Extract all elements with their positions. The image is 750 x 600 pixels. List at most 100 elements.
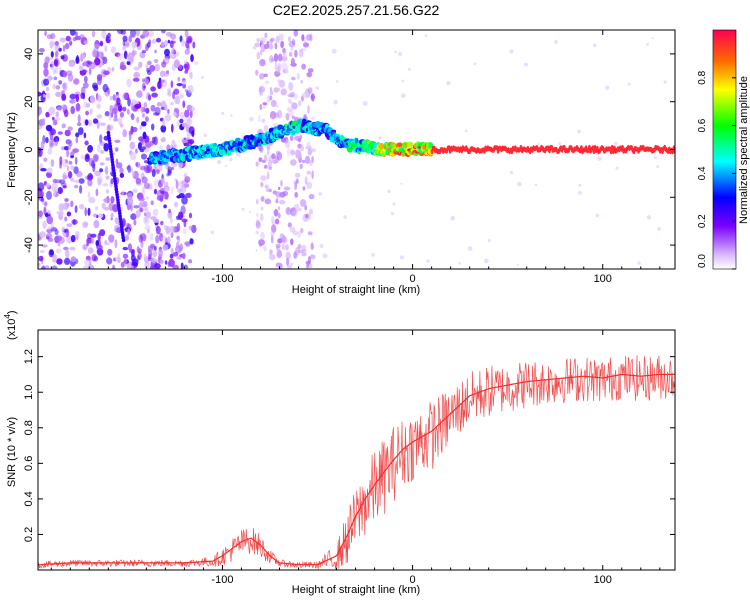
spectrogram-cell (69, 246, 76, 251)
spectrogram-cell (297, 243, 302, 250)
spectrogram-cell (446, 80, 451, 86)
spectrogram-cell (121, 233, 125, 237)
spectrogram-cell (144, 225, 151, 231)
spectrogram-cell (268, 43, 274, 50)
spectrogram-cell (159, 79, 165, 83)
spectrogram-cell (42, 220, 47, 229)
spectrogram-cell (42, 93, 46, 98)
spectrogram-cell (64, 216, 68, 222)
spectrogram-cell (176, 83, 183, 87)
spectrogram-cell (140, 106, 144, 114)
spectrogram-cell (111, 66, 115, 72)
spectrogram-cell (301, 63, 306, 70)
spectrogram-cell (170, 217, 173, 224)
spectrogram-cell (119, 219, 123, 224)
spectrogram-cell (259, 103, 263, 111)
spectrogram-cell (154, 63, 160, 72)
spectrogram-cell (66, 223, 73, 228)
spectrogram-cell (178, 243, 184, 252)
spectrogram-cell (305, 155, 310, 164)
spectrogram-cell (84, 259, 90, 266)
spectrogram-cell (45, 182, 51, 188)
spectrogram-cell (47, 148, 53, 155)
spectrogram-cell (271, 224, 277, 234)
spectrogram-cell (304, 213, 309, 219)
spectrogram-cell (62, 44, 66, 52)
spectrogram-cell (266, 150, 270, 156)
spectrogram-cell (104, 242, 111, 246)
spectrogram-cell (104, 45, 108, 52)
spectrogram-cell (161, 30, 166, 34)
spectrogram-cell (106, 131, 111, 135)
spectrogram-cell (133, 128, 137, 133)
spectrogram-cell (285, 251, 292, 260)
colorbar-axes: 0.0 0.2 0.4 0.6 0.8 (697, 70, 736, 270)
spectrogram-cell (119, 64, 127, 71)
spectrogram-cell (294, 49, 298, 58)
spectrogram-cell (306, 170, 311, 175)
spectrogram-cell (161, 61, 167, 68)
spectrogram-cell (116, 162, 123, 169)
spectrogram-cell (257, 115, 261, 123)
spectrogram-cell (50, 227, 58, 232)
spectrogram-cell (75, 231, 80, 240)
spectrogram-cell (38, 146, 41, 155)
spectrogram-cell (256, 139, 261, 144)
spectrogram-cell (141, 82, 146, 92)
spectrogram-cell (259, 37, 267, 44)
spectrogram-cell (517, 181, 522, 187)
spectrogram-cell (165, 70, 170, 75)
spectrogram-cell (169, 253, 174, 259)
spectrogram-cell (295, 178, 299, 184)
spectrogram-cell (152, 208, 159, 216)
spectrogram-cell (176, 195, 182, 199)
spectrogram-cell (273, 53, 279, 62)
spectrogram-cell (290, 238, 294, 246)
spectrogram-cell (50, 141, 54, 148)
spectrogram-cell (130, 152, 137, 161)
spectrogram-cell (154, 263, 161, 269)
spectrogram-cell (164, 191, 169, 200)
spectrogram-cell (267, 160, 272, 168)
spectrogram-cell (298, 100, 302, 107)
spectrogram-cell (82, 61, 87, 67)
spectrogram-cell (115, 192, 119, 197)
y-tick-label: -20 (23, 189, 35, 205)
spectrogram-cell (304, 205, 308, 211)
spectrogram-cell (258, 85, 266, 93)
spectrogram-cell (138, 197, 145, 202)
spectrogram-cell (74, 156, 78, 165)
spectrogram-cell (93, 85, 99, 92)
spectrogram-cell (55, 85, 61, 90)
spectrogram-cell (179, 118, 184, 124)
spectrogram-cell (60, 104, 68, 111)
spectrogram-cell (106, 124, 111, 132)
spectrogram-cell (58, 80, 63, 85)
spectrogram-cell (264, 32, 268, 39)
spectrogram-cell (387, 189, 391, 194)
spectrogram-cell (309, 208, 314, 215)
spectrogram-cell (75, 132, 80, 138)
spectrogram-cell (128, 35, 132, 43)
spectrogram-cell (184, 241, 191, 246)
spectrogram-cell (303, 114, 307, 118)
spectrogram-cell (141, 49, 147, 54)
spectrogram-cell (119, 167, 124, 175)
spectrogram-cell (163, 181, 169, 187)
spectrogram-cell (285, 244, 289, 251)
spectrogram-cell (118, 211, 122, 216)
spectrogram-cell (69, 99, 76, 104)
spectrogram-cell (59, 210, 64, 217)
spectrogram-cell (141, 186, 146, 196)
spectrogram-cell (292, 136, 297, 141)
spectrogram-cell (53, 76, 58, 81)
spectrogram-cell (172, 264, 179, 269)
spectrogram-cell (294, 181, 298, 190)
spectrogram-cell (168, 208, 172, 214)
spectrogram-cell (133, 219, 137, 226)
spectrogram-cell (87, 233, 92, 240)
spectrogram-cell (86, 241, 89, 247)
spectrogram-cell (174, 201, 179, 208)
spectrogram-cell (155, 37, 162, 43)
spectrogram-cell (114, 239, 118, 249)
